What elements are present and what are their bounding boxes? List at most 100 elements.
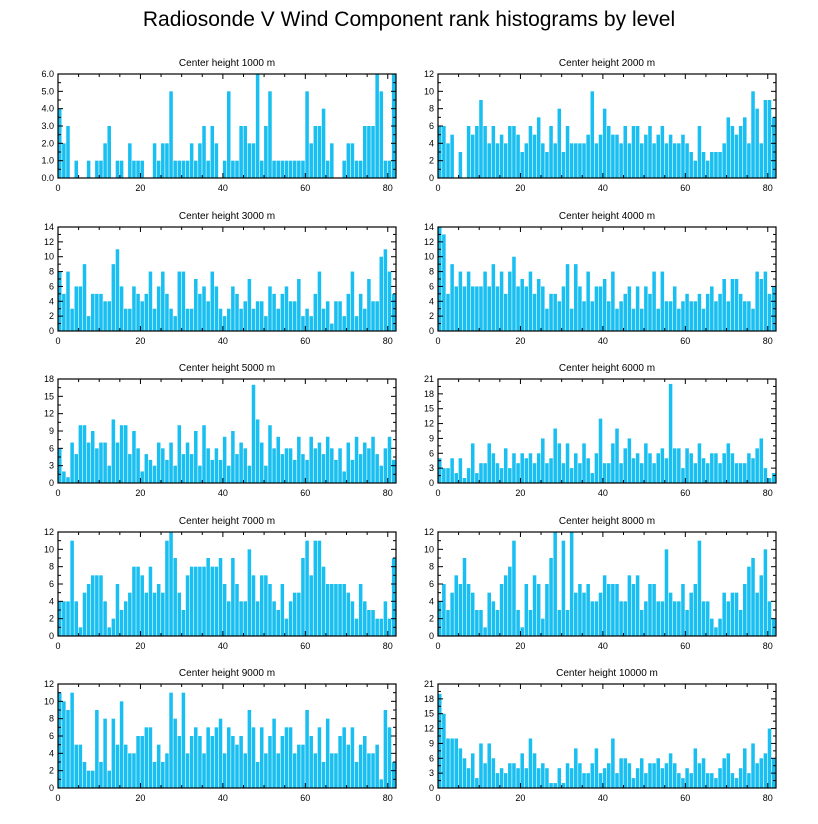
- bar: [82, 425, 87, 483]
- bar: [95, 293, 99, 331]
- bar: [536, 453, 541, 483]
- bar: [763, 468, 768, 483]
- bar: [660, 271, 665, 331]
- bar: [652, 271, 656, 331]
- bar: [767, 478, 772, 483]
- y-tick-label: 6: [429, 121, 434, 131]
- bar: [354, 618, 359, 636]
- bar: [342, 160, 346, 178]
- bar: [664, 458, 669, 483]
- bar: [363, 442, 367, 483]
- bar: [528, 453, 533, 483]
- bar: [82, 762, 87, 788]
- bar: [309, 436, 313, 483]
- bar: [446, 293, 450, 331]
- x-tick-label: 20: [515, 488, 525, 498]
- x-tick-label: 0: [435, 183, 440, 193]
- bar: [309, 575, 313, 636]
- bar: [767, 293, 772, 331]
- y-tick-label: 8: [49, 267, 54, 277]
- bar: [619, 143, 623, 178]
- bar: [309, 316, 313, 331]
- bar: [545, 152, 549, 178]
- bar: [446, 738, 450, 788]
- bar: [726, 753, 731, 788]
- bar: [458, 748, 463, 788]
- bar: [379, 465, 384, 483]
- bar: [578, 463, 582, 483]
- y-tick-label: 2: [429, 614, 434, 624]
- bar: [462, 558, 467, 636]
- y-tick-label: 12: [44, 527, 54, 537]
- bar: [607, 463, 611, 483]
- bar: [635, 126, 640, 178]
- bar: [710, 152, 714, 178]
- bar: [508, 468, 512, 483]
- y-tick-label: 12: [44, 679, 54, 689]
- bar: [553, 532, 557, 636]
- bar: [722, 279, 726, 331]
- bar: [136, 160, 140, 178]
- bar: [70, 692, 74, 788]
- bar: [74, 160, 79, 178]
- bar: [438, 458, 442, 483]
- bar: [255, 762, 260, 788]
- bar: [627, 763, 632, 788]
- bar: [631, 308, 636, 331]
- x-tick-label: 80: [763, 488, 773, 498]
- y-tick-label: 12: [424, 419, 434, 429]
- bar: [710, 618, 714, 636]
- bar: [743, 748, 747, 788]
- y-tick-label: 8: [49, 714, 54, 724]
- histogram-panel: Center height 5000 m 0 20 40 60 80 0 3 6 9 12 15 18: [44, 363, 397, 498]
- bar: [152, 143, 157, 178]
- panel-title: Center height 2000 m: [559, 58, 655, 69]
- bar: [462, 478, 467, 483]
- bar: [743, 463, 747, 483]
- bar: [726, 301, 731, 331]
- bar: [718, 768, 722, 788]
- bar: [247, 279, 252, 331]
- bar: [218, 459, 223, 483]
- bar: [115, 442, 120, 483]
- y-tick-label: 4: [49, 748, 54, 758]
- bar: [652, 584, 656, 636]
- bar: [660, 126, 665, 178]
- bar: [508, 126, 512, 178]
- bar: [367, 448, 371, 483]
- bar: [648, 293, 652, 331]
- bar: [189, 736, 194, 788]
- bar: [693, 584, 698, 636]
- bar: [685, 143, 689, 178]
- bar: [251, 308, 256, 331]
- bar: [520, 453, 524, 483]
- bar: [561, 463, 566, 483]
- bar: [132, 753, 136, 788]
- bar: [330, 448, 334, 483]
- bar: [705, 601, 710, 636]
- bar: [582, 773, 586, 788]
- y-tick-label: 6: [49, 579, 54, 589]
- bar: [227, 308, 231, 331]
- bar: [95, 448, 99, 483]
- bar: [272, 448, 276, 483]
- bar: [487, 743, 491, 788]
- bar: [644, 773, 648, 788]
- bar: [668, 134, 673, 178]
- bar: [156, 160, 161, 178]
- bar: [619, 601, 623, 636]
- bar: [619, 758, 623, 788]
- bar: [325, 436, 330, 483]
- bar: [255, 301, 260, 331]
- y-tick-label: 8: [429, 267, 434, 277]
- bar: [615, 134, 619, 178]
- bar: [330, 323, 334, 331]
- bar: [288, 160, 293, 178]
- bar: [297, 744, 301, 788]
- x-tick-label: 40: [218, 488, 228, 498]
- bar: [247, 143, 252, 178]
- bar: [325, 160, 330, 178]
- bar: [656, 453, 660, 483]
- bar: [259, 442, 264, 483]
- bar: [148, 727, 153, 788]
